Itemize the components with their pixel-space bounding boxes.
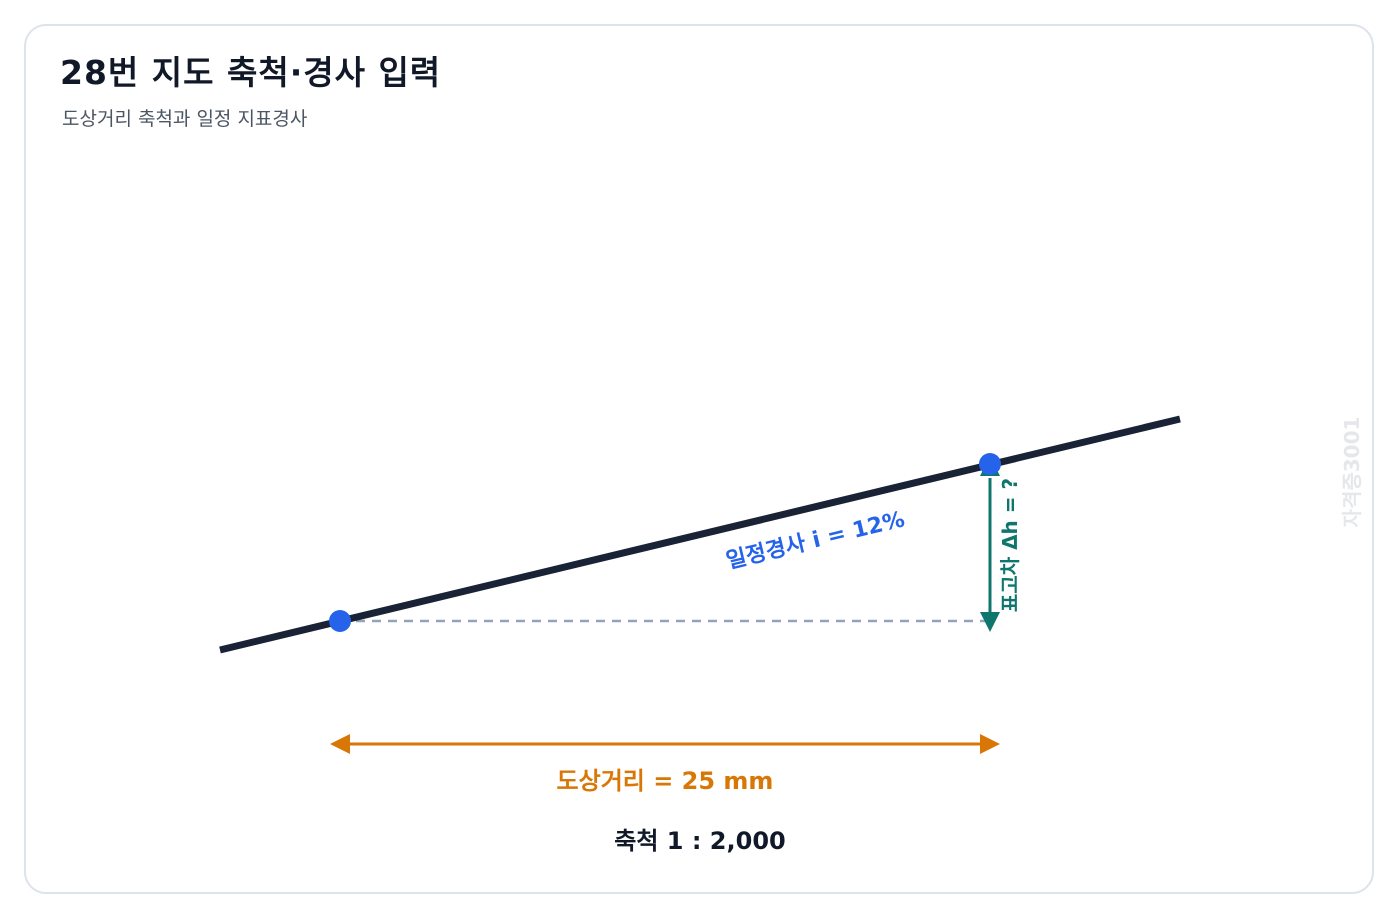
page-title: 28번 지도 축척·경사 입력 bbox=[60, 53, 442, 92]
arrowhead-left bbox=[330, 734, 350, 754]
height-difference-label: 표고차 Δh = ? bbox=[998, 478, 1022, 612]
arrowhead-right bbox=[980, 734, 1000, 754]
slope-label: 일정경사 i = 12% bbox=[724, 507, 907, 574]
terrain-slope-line bbox=[219, 415, 1181, 654]
height-difference-arrow bbox=[980, 456, 1000, 632]
map-distance-arrow bbox=[330, 734, 1000, 754]
scale-label: 축척 1 : 2,000 bbox=[614, 827, 785, 855]
diagram-card bbox=[24, 24, 1374, 894]
arrowhead-down bbox=[980, 612, 1000, 632]
watermark: 자격증3001 bbox=[1340, 417, 1364, 528]
map-distance-label: 도상거리 = 25 mm bbox=[557, 767, 774, 795]
page-subtitle: 도상거리 축척과 일정 지표경사 bbox=[62, 108, 308, 130]
lower-point bbox=[329, 610, 351, 632]
upper-point bbox=[979, 453, 1001, 475]
